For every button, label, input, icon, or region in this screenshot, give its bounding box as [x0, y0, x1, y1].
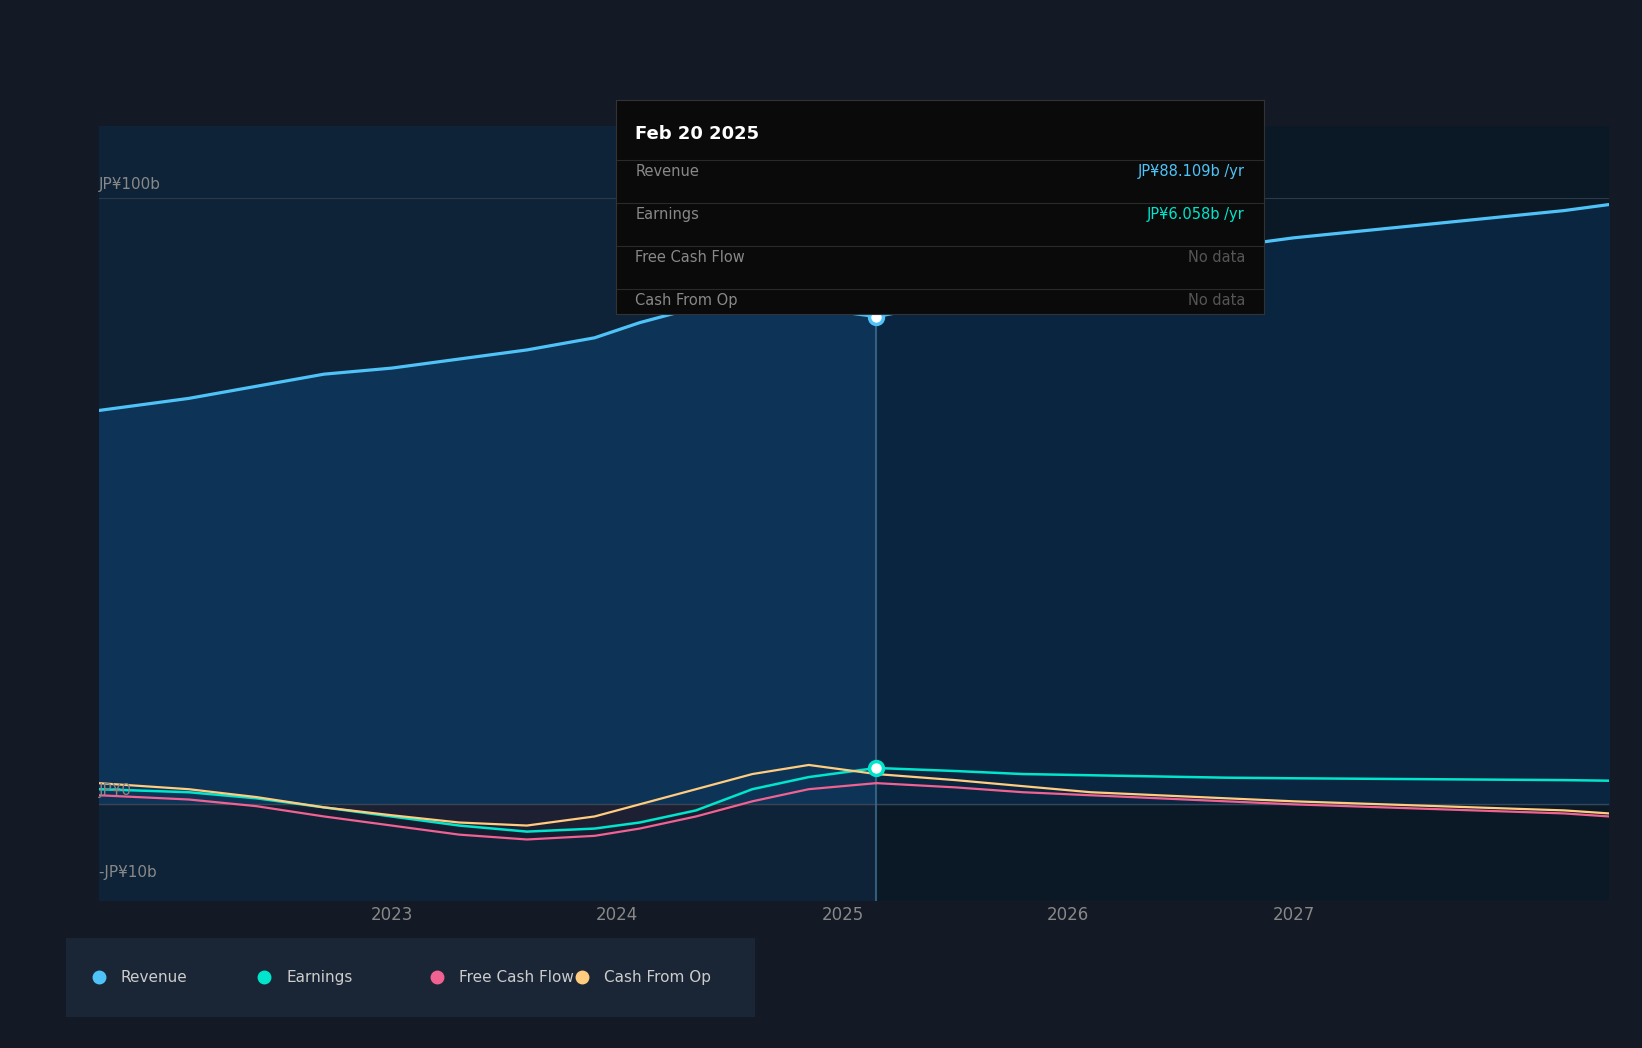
Text: JP¥100b: JP¥100b — [99, 177, 161, 193]
Text: No data: No data — [1187, 293, 1245, 308]
Text: Free Cash Flow: Free Cash Flow — [458, 969, 573, 985]
Text: Cash From Op: Cash From Op — [635, 293, 737, 308]
Text: Past: Past — [824, 235, 859, 253]
Text: Revenue: Revenue — [122, 969, 187, 985]
Text: Analysts Forecasts: Analysts Forecasts — [895, 235, 1049, 253]
Text: Free Cash Flow: Free Cash Flow — [635, 250, 745, 265]
Text: Feb 20 2025: Feb 20 2025 — [635, 126, 759, 144]
Text: Earnings: Earnings — [286, 969, 353, 985]
Text: JP¥88.109b /yr: JP¥88.109b /yr — [1138, 165, 1245, 179]
Text: Revenue: Revenue — [635, 165, 699, 179]
Bar — [99, 126, 877, 901]
Text: No data: No data — [1187, 250, 1245, 265]
Text: JP¥6.058b /yr: JP¥6.058b /yr — [1148, 208, 1245, 222]
Text: JP¥0: JP¥0 — [99, 783, 131, 799]
Text: Cash From Op: Cash From Op — [604, 969, 711, 985]
Bar — [877, 126, 1609, 901]
Text: -JP¥10b: -JP¥10b — [99, 865, 158, 880]
Text: Earnings: Earnings — [635, 208, 699, 222]
